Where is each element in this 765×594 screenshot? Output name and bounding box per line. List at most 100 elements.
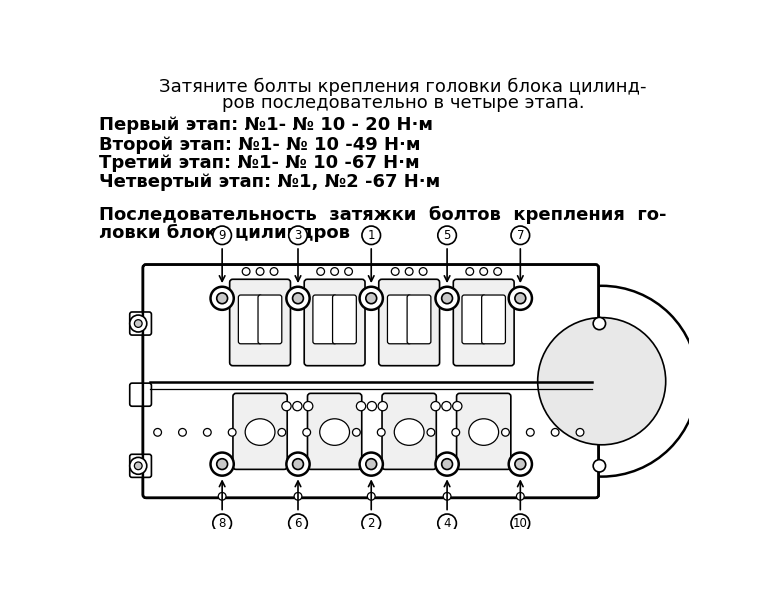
FancyBboxPatch shape bbox=[457, 393, 511, 469]
Circle shape bbox=[509, 453, 532, 476]
Circle shape bbox=[253, 428, 261, 436]
Circle shape bbox=[538, 318, 666, 445]
Circle shape bbox=[366, 459, 376, 469]
Ellipse shape bbox=[245, 419, 275, 446]
Ellipse shape bbox=[394, 419, 424, 446]
Circle shape bbox=[345, 268, 353, 276]
Circle shape bbox=[511, 514, 529, 532]
Circle shape bbox=[362, 226, 380, 245]
Circle shape bbox=[515, 293, 526, 304]
Circle shape bbox=[493, 268, 502, 276]
FancyBboxPatch shape bbox=[382, 393, 436, 469]
Text: Первый этап: №1- № 10 - 20 Н·м: Первый этап: №1- № 10 - 20 Н·м bbox=[99, 116, 433, 134]
Circle shape bbox=[304, 402, 313, 411]
Circle shape bbox=[516, 492, 524, 500]
Circle shape bbox=[292, 293, 304, 304]
Bar bbox=[146, 269, 595, 493]
FancyBboxPatch shape bbox=[258, 295, 282, 344]
Circle shape bbox=[288, 226, 308, 245]
Circle shape bbox=[367, 492, 375, 500]
Circle shape bbox=[419, 268, 427, 276]
Circle shape bbox=[130, 457, 147, 474]
Text: ловки блока цилиндров: ловки блока цилиндров bbox=[99, 224, 350, 242]
Text: 9: 9 bbox=[218, 229, 226, 242]
Circle shape bbox=[178, 428, 187, 436]
Text: Второй этап: №1- № 10 -49 Н·м: Второй этап: №1- № 10 -49 Н·м bbox=[99, 136, 420, 154]
FancyBboxPatch shape bbox=[130, 383, 151, 406]
Circle shape bbox=[441, 293, 453, 304]
Text: 8: 8 bbox=[219, 517, 226, 530]
Text: 2: 2 bbox=[367, 517, 375, 530]
Circle shape bbox=[203, 428, 211, 436]
FancyBboxPatch shape bbox=[233, 393, 287, 469]
Circle shape bbox=[502, 428, 509, 436]
Circle shape bbox=[453, 402, 462, 411]
Text: 3: 3 bbox=[295, 229, 301, 242]
Text: 4: 4 bbox=[444, 517, 451, 530]
Circle shape bbox=[378, 402, 387, 411]
Circle shape bbox=[282, 402, 291, 411]
Circle shape bbox=[552, 428, 559, 436]
FancyBboxPatch shape bbox=[239, 295, 262, 344]
Circle shape bbox=[286, 287, 310, 310]
Circle shape bbox=[292, 459, 304, 469]
Circle shape bbox=[480, 268, 487, 276]
Circle shape bbox=[356, 402, 366, 411]
FancyBboxPatch shape bbox=[379, 279, 440, 366]
Circle shape bbox=[377, 428, 385, 436]
Circle shape bbox=[213, 514, 232, 532]
FancyBboxPatch shape bbox=[333, 295, 356, 344]
Circle shape bbox=[288, 514, 308, 532]
FancyBboxPatch shape bbox=[304, 279, 365, 366]
Circle shape bbox=[443, 492, 451, 500]
Circle shape bbox=[135, 320, 142, 327]
Circle shape bbox=[392, 268, 399, 276]
Circle shape bbox=[402, 428, 410, 436]
Text: 10: 10 bbox=[513, 517, 528, 530]
Circle shape bbox=[210, 453, 234, 476]
FancyBboxPatch shape bbox=[230, 279, 291, 366]
Circle shape bbox=[366, 293, 376, 304]
Circle shape bbox=[294, 492, 302, 500]
Circle shape bbox=[213, 226, 232, 245]
Circle shape bbox=[228, 428, 236, 436]
Circle shape bbox=[256, 268, 264, 276]
Circle shape bbox=[330, 268, 338, 276]
Ellipse shape bbox=[320, 419, 350, 446]
Text: 7: 7 bbox=[516, 229, 524, 242]
Circle shape bbox=[218, 492, 226, 500]
Circle shape bbox=[360, 453, 382, 476]
Text: Четвертый этап: №1, №2 -67 Н·м: Четвертый этап: №1, №2 -67 Н·м bbox=[99, 173, 440, 191]
Circle shape bbox=[367, 402, 376, 411]
FancyBboxPatch shape bbox=[308, 393, 362, 469]
Circle shape bbox=[303, 428, 311, 436]
Circle shape bbox=[405, 268, 413, 276]
FancyBboxPatch shape bbox=[454, 279, 514, 366]
Circle shape bbox=[477, 428, 484, 436]
Circle shape bbox=[362, 514, 380, 532]
Circle shape bbox=[293, 402, 302, 411]
Circle shape bbox=[452, 428, 460, 436]
Circle shape bbox=[286, 453, 310, 476]
Circle shape bbox=[593, 460, 606, 472]
Circle shape bbox=[154, 428, 161, 436]
FancyBboxPatch shape bbox=[407, 295, 431, 344]
Circle shape bbox=[506, 286, 698, 476]
Circle shape bbox=[431, 402, 440, 411]
Text: 5: 5 bbox=[444, 229, 451, 242]
Circle shape bbox=[511, 226, 529, 245]
Circle shape bbox=[509, 287, 532, 310]
Circle shape bbox=[135, 462, 142, 470]
Circle shape bbox=[216, 293, 227, 304]
Circle shape bbox=[515, 459, 526, 469]
FancyBboxPatch shape bbox=[313, 295, 337, 344]
Circle shape bbox=[526, 428, 534, 436]
FancyBboxPatch shape bbox=[143, 264, 598, 498]
Circle shape bbox=[435, 287, 459, 310]
Text: 1: 1 bbox=[367, 229, 375, 242]
Circle shape bbox=[438, 226, 457, 245]
Circle shape bbox=[243, 268, 250, 276]
Ellipse shape bbox=[469, 419, 499, 446]
Text: ров последовательно в четыре этапа.: ров последовательно в четыре этапа. bbox=[199, 94, 584, 112]
Circle shape bbox=[466, 268, 474, 276]
